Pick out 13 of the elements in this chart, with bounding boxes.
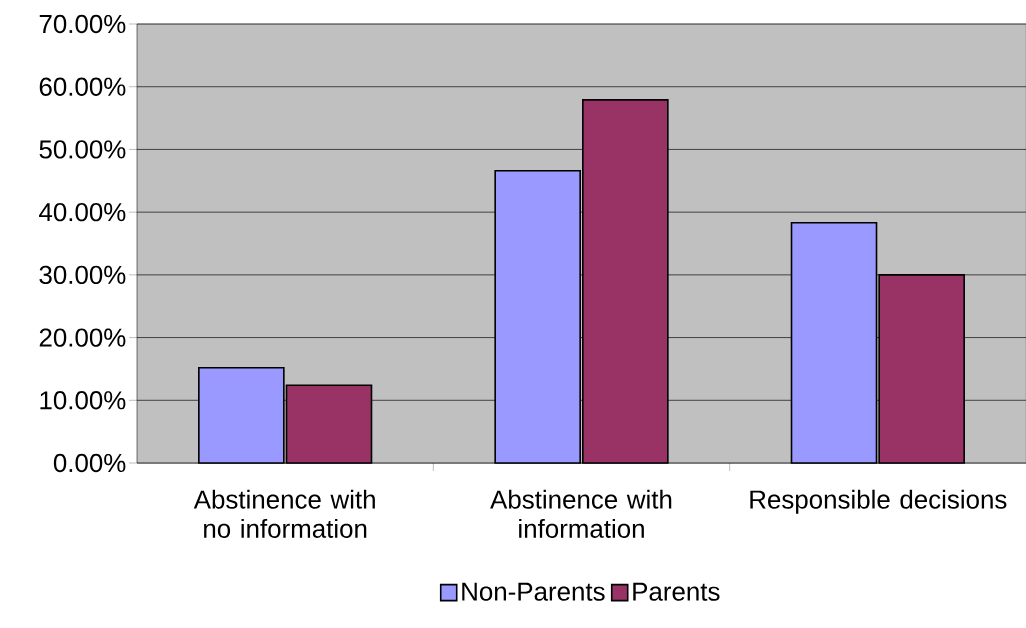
x-tick-label: Responsible decisions <box>750 489 1007 514</box>
y-tick-label: 60.00% <box>39 77 126 96</box>
y-tick-label: 50.00% <box>39 140 126 159</box>
legend-label: Non-Parents <box>462 582 605 601</box>
x-tick-label: Abstinence with information <box>490 489 672 538</box>
y-tick-label: 70.00% <box>39 14 126 34</box>
y-tick-label: 40.00% <box>39 202 126 222</box>
y-tick-label: 20.00% <box>39 328 126 347</box>
x-tick-label: Abstinence with no information <box>193 489 375 538</box>
y-tick-label: 30.00% <box>39 265 126 285</box>
y-tick-label: 10.00% <box>40 391 126 410</box>
y-tick-label: 0.00% <box>53 453 126 473</box>
legend-label: Parents <box>633 582 720 601</box>
